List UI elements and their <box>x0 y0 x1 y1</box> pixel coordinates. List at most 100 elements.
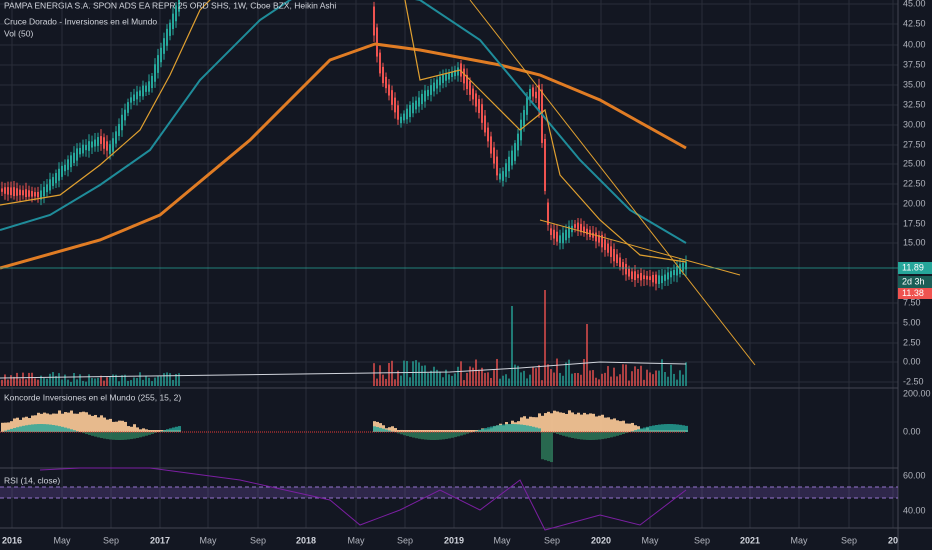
volume-bar <box>469 366 471 386</box>
candle-body <box>172 13 174 30</box>
volume-bar <box>385 378 387 386</box>
candle-body <box>646 275 648 280</box>
candle-body <box>520 119 522 141</box>
candle-body <box>661 275 663 284</box>
koncorde-bar <box>397 432 400 434</box>
volume-bar <box>382 374 384 386</box>
volume-bar <box>172 379 174 386</box>
koncorde-bar <box>427 430 430 432</box>
rsi-band <box>0 487 898 498</box>
price-badge <box>898 262 932 274</box>
candle-body <box>556 231 558 242</box>
pane-title: Koncorde Inversiones en el Mundo (255, 1… <box>4 392 181 402</box>
candle-body <box>160 47 162 63</box>
koncorde-bar <box>25 416 28 432</box>
volume-bar <box>553 372 555 386</box>
koncorde-bar <box>559 412 562 432</box>
candle-body <box>595 232 597 242</box>
candle-body <box>46 184 48 193</box>
koncorde-bar <box>112 432 115 440</box>
koncorde-bar <box>376 427 379 432</box>
time-label: Sep <box>544 535 560 545</box>
koncorde-bar <box>82 432 85 434</box>
candle-body <box>643 275 645 280</box>
koncorde-bar <box>430 430 433 432</box>
volume-bar <box>676 379 678 386</box>
volume-bar <box>166 372 168 386</box>
koncorde-bar <box>37 412 40 432</box>
koncorde-bar <box>601 432 604 440</box>
volume-bar <box>490 378 492 386</box>
pane-axis-label: 60.00 <box>903 470 926 480</box>
grid <box>0 0 898 528</box>
koncorde-bar <box>457 430 460 432</box>
candle-body <box>127 102 129 113</box>
volume-bar <box>613 367 615 386</box>
koncorde-bar <box>412 430 415 432</box>
koncorde-bar <box>472 430 475 432</box>
candle-body <box>427 89 429 97</box>
candle-body <box>178 0 180 12</box>
volume-bar <box>577 373 579 386</box>
koncorde-bar <box>610 432 613 438</box>
koncorde-bar <box>379 423 382 432</box>
volume-bar <box>70 381 72 386</box>
volume-bar <box>529 374 531 386</box>
koncorde-bar <box>22 417 25 432</box>
volume-bar <box>541 380 543 386</box>
candle-body <box>682 262 684 272</box>
koncorde-bar <box>607 432 610 439</box>
koncorde-bar <box>124 421 127 432</box>
koncorde-bar <box>439 430 442 432</box>
candle-body <box>451 71 453 78</box>
koncorde-bar <box>82 411 85 432</box>
time-label: May <box>53 535 71 545</box>
indicator-label: Vol (50) <box>4 28 33 38</box>
volume-bar <box>685 362 687 386</box>
volume-bar <box>10 375 12 386</box>
koncorde-bar <box>430 432 433 440</box>
price-label: 32.50 <box>903 99 926 109</box>
koncorde-bar <box>118 432 121 440</box>
price-label: 42.50 <box>903 18 926 28</box>
time-label: May <box>641 535 659 545</box>
volume-bar <box>169 373 171 386</box>
koncorde-bar <box>583 432 586 440</box>
volume-bar <box>127 380 129 386</box>
volume-bar <box>637 369 639 386</box>
volume-bar <box>100 375 102 386</box>
koncorde-bar <box>4 430 7 432</box>
volume-bar <box>643 379 645 386</box>
volume-bar <box>151 381 153 386</box>
koncorde-bar <box>604 432 607 439</box>
candle-body <box>637 274 639 279</box>
koncorde-bar <box>451 430 454 432</box>
volume-bar <box>502 375 504 386</box>
koncorde-bar <box>628 423 631 432</box>
candle-body <box>43 186 45 197</box>
koncorde-bar <box>106 432 109 440</box>
volume-bar <box>523 370 525 386</box>
volume-bar <box>430 370 432 386</box>
koncorde-bar <box>97 432 100 438</box>
koncorde-bar <box>676 424 679 432</box>
candle-body <box>52 177 54 186</box>
candle-body <box>379 52 381 74</box>
candle-body <box>466 74 468 90</box>
volume-bar <box>64 374 66 386</box>
pane-axis-label: 200.00 <box>903 388 931 398</box>
price-label: 20.00 <box>903 198 926 208</box>
volume-bar <box>97 377 99 386</box>
candle-body <box>70 155 72 168</box>
koncorde-bar <box>49 424 52 432</box>
koncorde-bar <box>526 418 529 432</box>
candle-body <box>505 163 507 177</box>
candle-body <box>586 228 588 235</box>
koncorde-bar <box>88 432 91 435</box>
candle-body <box>484 115 486 133</box>
koncorde-bar <box>460 430 463 432</box>
candle-body <box>475 93 477 107</box>
koncorde-bar <box>685 425 688 432</box>
koncorde-bar <box>592 413 595 432</box>
